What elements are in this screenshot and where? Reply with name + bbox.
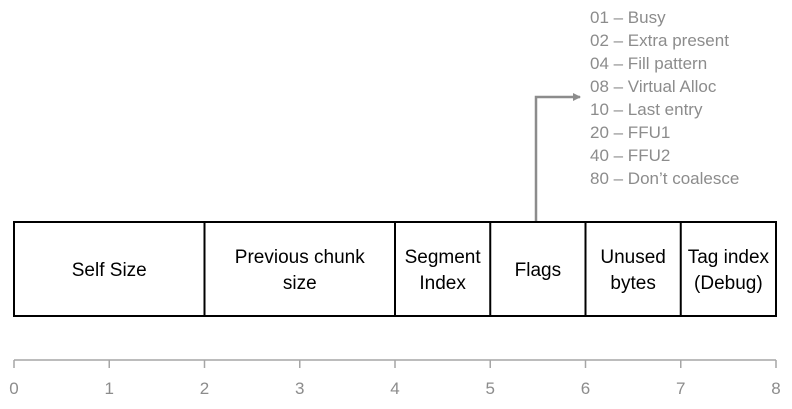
axis-tick-label: 4 [390,379,399,398]
axis-tick-label: 6 [581,379,590,398]
field-label: Previous chunk [235,247,365,268]
axis-tick-label: 0 [9,379,18,398]
field-label: (Debug) [694,273,763,294]
flags-arrow [534,93,581,222]
field-label: Index [419,273,466,294]
heap-entry-fields: Self Size Previous chunk size Segment Index F… [13,221,777,317]
flag-item: 02 – Extra present [590,31,729,50]
field-label: Tag index [688,247,770,268]
field-label: Segment [405,247,482,268]
flag-item: 04 – Fill pattern [590,54,707,73]
flag-item: 10 – Last entry [590,100,703,119]
field-label: bytes [610,273,655,294]
field-label: Unused [600,247,666,268]
flags-list: 01 – Busy 02 – Extra present 04 – Fill pat… [590,8,739,188]
field-label: size [283,273,317,294]
axis-tick-label: 1 [105,379,114,398]
flag-item: 08 – Virtual Alloc [590,77,717,96]
axis-tick-label: 7 [676,379,685,398]
axis-tick-label: 3 [295,379,304,398]
field-label: Flags [515,260,561,281]
axis-tick-label: 2 [200,379,209,398]
byte-offset-axis: 0 1 2 3 4 5 6 7 8 [9,359,781,398]
flag-item: 20 – FFU1 [590,123,670,142]
flag-item: 01 – Busy [590,8,666,27]
field-label: Self Size [72,260,147,281]
flag-item: 40 – FFU2 [590,146,670,165]
flag-item: 80 – Don’t coalesce [590,169,739,188]
axis-tick-label: 5 [486,379,495,398]
axis-tick-label: 8 [771,379,780,398]
